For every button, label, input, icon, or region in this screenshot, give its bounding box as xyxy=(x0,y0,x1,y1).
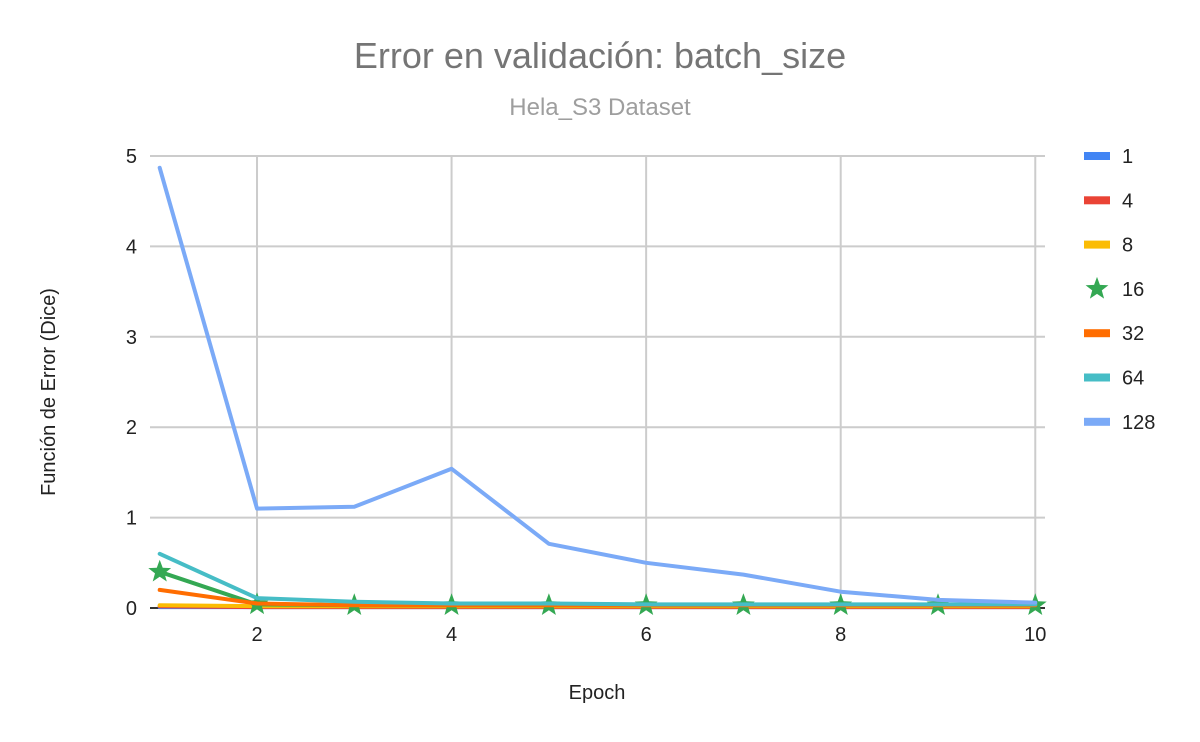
y-tick-label: 0 xyxy=(126,598,137,620)
legend-label-8: 8 xyxy=(1122,235,1133,257)
legend-label-16: 16 xyxy=(1122,279,1144,301)
x-tick-label: 10 xyxy=(1024,624,1046,646)
x-tick-label: 6 xyxy=(641,624,652,646)
y-tick-label: 3 xyxy=(126,327,137,349)
legend-swatch-8 xyxy=(1084,240,1110,249)
x-tick-label: 4 xyxy=(446,624,457,646)
legend-swatch-128 xyxy=(1084,417,1110,426)
series-lines xyxy=(148,165,1047,615)
y-tick-label: 5 xyxy=(126,146,137,168)
y-tick-label: 2 xyxy=(126,417,137,439)
series-line-64 xyxy=(157,551,1038,607)
chart-subtitle: Hela_S3 Dataset xyxy=(509,94,691,121)
y-tick-label: 4 xyxy=(126,236,137,258)
grid xyxy=(150,155,1045,609)
data-point-16 xyxy=(148,559,172,582)
legend-marker-16 xyxy=(1085,276,1109,299)
series-line-128 xyxy=(157,165,1038,605)
chart-title: Error en validación: batch_size xyxy=(354,35,846,76)
x-tick-label: 8 xyxy=(835,624,846,646)
legend-swatch-64 xyxy=(1084,373,1110,382)
legend-label-32: 32 xyxy=(1122,323,1144,345)
legend-label-64: 64 xyxy=(1122,368,1144,390)
legend-label-128: 128 xyxy=(1122,412,1155,434)
legend-label-1: 1 xyxy=(1122,146,1133,168)
x-tick-label: 2 xyxy=(251,624,262,646)
y-axis-title: Función de Error (Dice) xyxy=(38,288,60,496)
legend-swatch-32 xyxy=(1084,329,1110,338)
legend-swatch-1 xyxy=(1084,152,1110,160)
legend: 1 4 8 16 32 64 128 xyxy=(1084,146,1155,434)
legend-swatch-4 xyxy=(1084,196,1110,205)
legend-label-4: 4 xyxy=(1122,190,1133,212)
x-axis-title: Epoch xyxy=(569,682,626,704)
axis-ticks: 0 1 2 3 4 5 2 4 6 8 10 xyxy=(126,146,1047,646)
y-tick-label: 1 xyxy=(126,508,137,530)
